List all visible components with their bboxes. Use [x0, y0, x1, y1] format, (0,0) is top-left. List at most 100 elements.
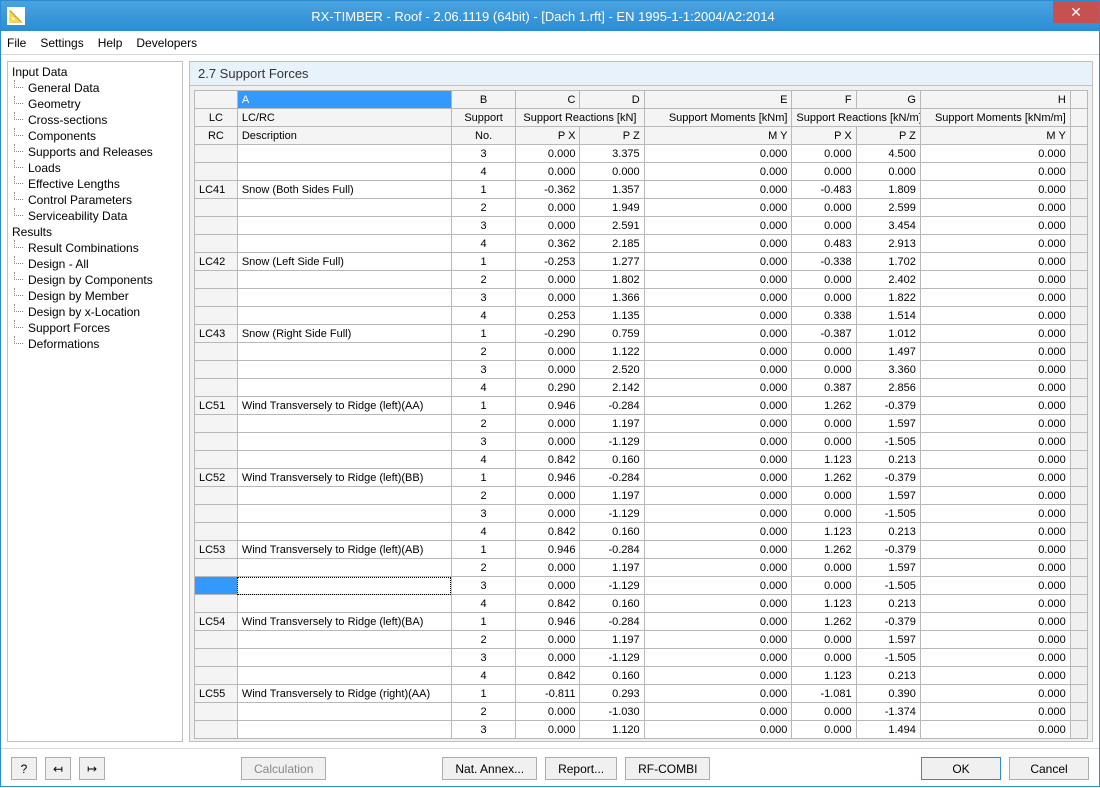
data-cell[interactable]: 0.293	[580, 685, 644, 703]
data-cell[interactable]: 0.000	[516, 487, 580, 505]
data-cell[interactable]: 0.000	[920, 271, 1070, 289]
data-cell[interactable]: 0.000	[920, 613, 1070, 631]
data-cell[interactable]: 0.000	[792, 163, 856, 181]
data-cell[interactable]: 4	[451, 451, 515, 469]
lc-cell[interactable]	[195, 433, 238, 451]
data-cell[interactable]: 3	[451, 649, 515, 667]
lc-cell[interactable]	[195, 649, 238, 667]
lc-cell[interactable]: LC55	[195, 685, 238, 703]
data-cell[interactable]: 0.000	[644, 523, 792, 541]
table-area[interactable]: A B C D E F G H LC LC/RC Support	[190, 86, 1092, 741]
data-cell[interactable]: 3	[451, 145, 515, 163]
data-cell[interactable]: -1.129	[580, 505, 644, 523]
data-cell[interactable]: 1	[451, 181, 515, 199]
data-cell[interactable]: -1.129	[580, 649, 644, 667]
table-row[interactable]: 30.0002.5910.0000.0003.4540.000	[195, 217, 1088, 235]
data-cell[interactable]: 0.946	[516, 469, 580, 487]
lc-cell[interactable]	[195, 451, 238, 469]
data-cell[interactable]: 2	[451, 343, 515, 361]
lc-cell[interactable]	[195, 721, 238, 739]
data-cell[interactable]	[237, 163, 451, 181]
data-cell[interactable]: 1.809	[856, 181, 920, 199]
data-cell[interactable]: 0.000	[792, 145, 856, 163]
lc-cell[interactable]	[195, 379, 238, 397]
data-cell[interactable]: 3	[451, 433, 515, 451]
data-cell[interactable]: 0.000	[516, 415, 580, 433]
table-row[interactable]: 20.0001.1220.0000.0001.4970.000	[195, 343, 1088, 361]
menu-settings[interactable]: Settings	[40, 36, 83, 50]
data-cell[interactable]: 0.000	[792, 505, 856, 523]
data-cell[interactable]: -0.387	[792, 325, 856, 343]
data-cell[interactable]	[237, 271, 451, 289]
data-cell[interactable]: 0.000	[644, 559, 792, 577]
tree-item[interactable]: Loads	[8, 160, 182, 176]
data-cell[interactable]: Wind Transversely to Ridge (left)(AA)	[237, 397, 451, 415]
data-cell[interactable]: 0.000	[644, 721, 792, 739]
lc-cell[interactable]	[195, 361, 238, 379]
menu-developers[interactable]: Developers	[136, 36, 197, 50]
data-cell[interactable]	[237, 415, 451, 433]
data-cell[interactable]: 1.822	[856, 289, 920, 307]
data-cell[interactable]: 0.000	[792, 577, 856, 595]
data-cell[interactable]: 0.000	[920, 199, 1070, 217]
data-cell[interactable]: 3	[451, 361, 515, 379]
data-cell[interactable]: -1.129	[580, 433, 644, 451]
lc-cell[interactable]	[195, 235, 238, 253]
table-row[interactable]: LC43Snow (Right Side Full)1-0.2900.7590.…	[195, 325, 1088, 343]
data-cell[interactable]: 3	[451, 217, 515, 235]
lc-cell[interactable]	[195, 415, 238, 433]
data-cell[interactable]: Wind Transversely to Ridge (left)(BA)	[237, 613, 451, 631]
data-cell[interactable]: 0.253	[516, 307, 580, 325]
table-row[interactable]: LC51Wind Transversely to Ridge (left)(AA…	[195, 397, 1088, 415]
data-cell[interactable]: 0.000	[920, 235, 1070, 253]
table-row[interactable]: LC53Wind Transversely to Ridge (left)(AB…	[195, 541, 1088, 559]
data-cell[interactable]: 0.000	[920, 217, 1070, 235]
data-cell[interactable]: Wind Transversely to Ridge (right)(AA)	[237, 685, 451, 703]
menu-file[interactable]: File	[7, 36, 26, 50]
calculation-button[interactable]: Calculation	[241, 757, 326, 780]
data-cell[interactable]: 0.000	[516, 631, 580, 649]
data-cell[interactable]: 0.842	[516, 667, 580, 685]
data-cell[interactable]: 1.597	[856, 559, 920, 577]
data-cell[interactable]	[237, 217, 451, 235]
data-cell[interactable]: 0.213	[856, 523, 920, 541]
data-cell[interactable]: 0.000	[644, 415, 792, 433]
data-cell[interactable]: 1.262	[792, 613, 856, 631]
data-cell[interactable]: 3	[451, 505, 515, 523]
data-cell[interactable]: 2.913	[856, 235, 920, 253]
data-cell[interactable]: 2.142	[580, 379, 644, 397]
data-cell[interactable]	[237, 433, 451, 451]
data-cell[interactable]: 0.000	[920, 469, 1070, 487]
data-cell[interactable]: -0.379	[856, 541, 920, 559]
data-cell[interactable]: 2	[451, 631, 515, 649]
data-cell[interactable]: 0.000	[516, 433, 580, 451]
lc-cell[interactable]	[195, 145, 238, 163]
data-cell[interactable]	[237, 649, 451, 667]
table-row[interactable]: 20.0001.1970.0000.0001.5970.000	[195, 559, 1088, 577]
data-cell[interactable]: 0.000	[792, 631, 856, 649]
lc-cell[interactable]	[195, 559, 238, 577]
data-cell[interactable]: 0.000	[792, 487, 856, 505]
data-cell[interactable]: 0.000	[792, 703, 856, 721]
data-cell[interactable]: 0.000	[644, 199, 792, 217]
data-cell[interactable]: 0.000	[644, 631, 792, 649]
data-cell[interactable]: -0.338	[792, 253, 856, 271]
data-cell[interactable]: 0.000	[516, 721, 580, 739]
nat-annex-button[interactable]: Nat. Annex...	[442, 757, 537, 780]
data-cell[interactable]: 1.802	[580, 271, 644, 289]
table-row[interactable]: 20.0001.1970.0000.0001.5970.000	[195, 415, 1088, 433]
data-cell[interactable]	[237, 379, 451, 397]
data-cell[interactable]: 1.702	[856, 253, 920, 271]
tree-group[interactable]: Input Data	[8, 64, 182, 80]
data-cell[interactable]: 1.135	[580, 307, 644, 325]
lc-cell[interactable]	[195, 487, 238, 505]
tree-item[interactable]: Control Parameters	[8, 192, 182, 208]
data-cell[interactable]: 0.000	[792, 361, 856, 379]
data-cell[interactable]: 0.000	[920, 505, 1070, 523]
lc-cell[interactable]	[195, 505, 238, 523]
ok-button[interactable]: OK	[921, 757, 1001, 780]
lc-cell[interactable]	[195, 343, 238, 361]
data-cell[interactable]: 0.000	[920, 289, 1070, 307]
data-cell[interactable]	[237, 145, 451, 163]
tree-item[interactable]: Design by x-Location	[8, 304, 182, 320]
